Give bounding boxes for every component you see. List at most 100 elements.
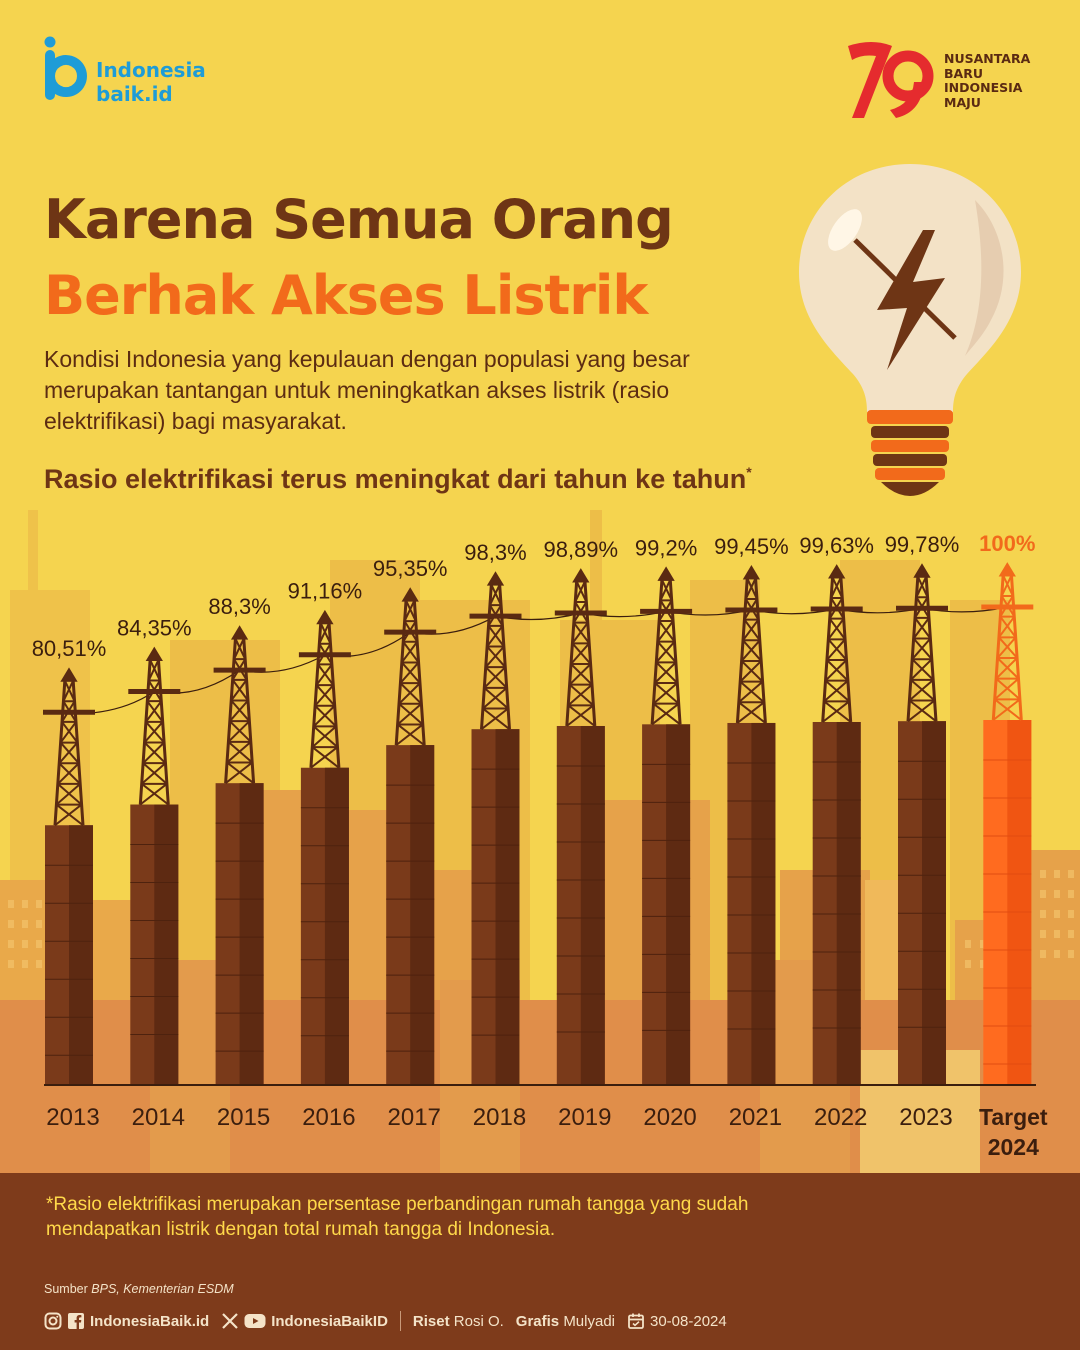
- tower-lattice: [739, 659, 764, 683]
- bar-shade: [69, 825, 93, 1085]
- tower-lattice: [310, 746, 340, 769]
- value-label: 80,51%: [32, 636, 107, 661]
- tower-lattice: [396, 702, 424, 726]
- transmission-tower-icon: [469, 571, 522, 730]
- bar-2019: [556, 725, 605, 1085]
- source-label: Sumber: [44, 1282, 88, 1296]
- year-label: Target: [979, 1104, 1048, 1130]
- year-label: 2013: [46, 1104, 99, 1131]
- tower-tip: [145, 646, 163, 662]
- tower-lattice: [315, 663, 335, 686]
- x-icon[interactable]: [221, 1312, 239, 1330]
- tower-lattice: [145, 700, 164, 723]
- tower-lattice: [736, 701, 767, 724]
- instagram-icon[interactable]: [44, 1312, 62, 1330]
- tower-lattice: [139, 782, 169, 806]
- bar-2015: [215, 783, 264, 1085]
- tower-lattice: [311, 725, 339, 748]
- anniversary-tagline: NUSANTARA BARU INDONESIA MAJU: [944, 51, 1031, 110]
- year-label: 2019: [558, 1104, 611, 1131]
- tower-lattice: [910, 658, 934, 681]
- value-label: 99,63%: [799, 533, 874, 558]
- transmission-tower-icon: [554, 568, 607, 727]
- source-value: BPS, Kementerian ESDM: [91, 1282, 234, 1296]
- tower-tip: [316, 609, 334, 625]
- tower-lattice: [740, 639, 762, 662]
- tower-lattice: [826, 638, 848, 661]
- transmission-tower-icon: [725, 565, 778, 724]
- facebook-icon[interactable]: [67, 1312, 85, 1330]
- footnote: *Rasio elektrifikasi merupakan persentas…: [46, 1194, 749, 1240]
- bar-2017: [386, 745, 435, 1085]
- value-label: 84,35%: [117, 616, 192, 641]
- tower-lattice: [907, 699, 937, 722]
- bar-shade: [410, 745, 435, 1085]
- value-label: 88,3%: [208, 594, 270, 619]
- tower-lattice: [654, 661, 679, 684]
- tower-tip: [572, 568, 590, 583]
- tower-lattice: [656, 619, 676, 643]
- lightning-icon: [877, 230, 945, 370]
- year-label: 2014: [132, 1104, 185, 1131]
- lightbulb-icon: [799, 164, 1021, 496]
- bar-shade: [154, 804, 179, 1085]
- publish-date: 30-08-2024: [650, 1312, 727, 1330]
- year-label: 2024: [988, 1134, 1039, 1160]
- tower-tip: [913, 563, 931, 578]
- title-line-2: Berhak Akses Listrik: [44, 264, 648, 327]
- tower-lattice: [652, 681, 680, 705]
- riset-label: Riset: [412, 1312, 450, 1330]
- handle-website[interactable]: IndonesiaBaik.id: [90, 1312, 210, 1330]
- bar-shade: [1007, 720, 1032, 1085]
- brand-line1: Indonesia: [96, 58, 206, 82]
- grafis-name: Mulyadi: [563, 1312, 615, 1330]
- tower-lattice: [824, 658, 849, 682]
- transmission-tower-icon: [896, 563, 948, 722]
- value-label: 95,35%: [373, 556, 448, 581]
- tower-lattice: [142, 741, 167, 764]
- youtube-icon[interactable]: [244, 1312, 266, 1330]
- handle-social[interactable]: IndonesiaBaikID: [271, 1312, 388, 1330]
- tower-tip: [657, 566, 675, 581]
- tower-lattice: [742, 618, 761, 641]
- tower-lattice: [399, 661, 421, 684]
- tower-lattice: [230, 678, 249, 702]
- tower-lattice: [143, 720, 165, 744]
- tower-lattice: [486, 624, 505, 648]
- year-label: 2016: [302, 1104, 355, 1131]
- year-label: 2022: [814, 1104, 867, 1131]
- tower-tip: [486, 571, 505, 586]
- value-label: 99,2%: [635, 535, 697, 560]
- transmission-tower-icon: [213, 625, 266, 784]
- value-label: 98,3%: [464, 540, 526, 565]
- tower-lattice: [226, 740, 253, 764]
- value-label: 99,45%: [714, 534, 789, 559]
- year-label: 2015: [217, 1104, 270, 1131]
- tower-lattice: [911, 637, 933, 660]
- tower-lattice: [57, 762, 81, 785]
- tower-lattice: [480, 707, 511, 730]
- bar-2023: [898, 721, 946, 1085]
- chart-subtitle-text: Rasio elektrifikasi terus meningkat dari…: [44, 464, 747, 494]
- bar-shade: [495, 729, 520, 1085]
- tower-lattice: [567, 683, 595, 707]
- tower-lattice: [395, 723, 425, 746]
- tower-lattice: [484, 645, 507, 668]
- footer-band: [0, 1173, 1080, 1350]
- anniversary-line: NUSANTARA: [944, 51, 1031, 66]
- tower-lattice: [992, 698, 1022, 721]
- building: [590, 510, 602, 620]
- electrification-chart: 80,51% 84,35% 88,3% 91,16% 95,35% 98,3% 98,89%…: [0, 510, 1080, 1175]
- bar-2013: [45, 825, 93, 1085]
- tower-lattice: [141, 762, 168, 785]
- footnote-marker: *: [746, 464, 752, 480]
- value-label: 98,89%: [543, 537, 618, 562]
- tower-lattice: [58, 741, 80, 764]
- credits-bar: IndonesiaBaik.id IndonesiaBaikID Riset R…: [44, 1310, 727, 1332]
- year-label: 2017: [388, 1104, 441, 1131]
- riset-name: Rosi O.: [453, 1312, 504, 1330]
- transmission-tower-icon: [640, 566, 693, 726]
- tower-lattice: [312, 704, 337, 728]
- value-label: 91,16%: [288, 579, 363, 604]
- bar-shade: [922, 721, 946, 1085]
